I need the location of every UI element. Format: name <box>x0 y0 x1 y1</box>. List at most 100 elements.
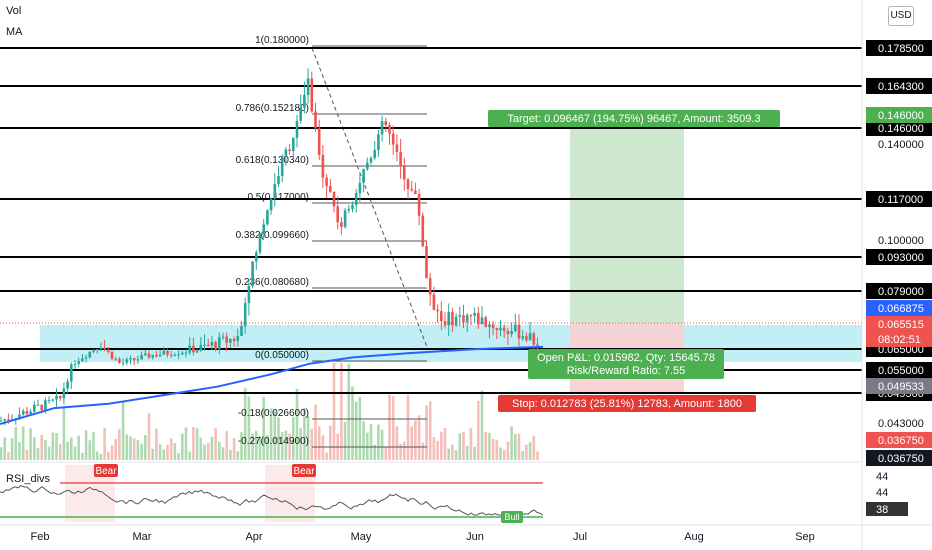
candle-body <box>66 381 69 389</box>
candle-body <box>495 328 499 331</box>
currency-button[interactable]: USD <box>888 6 914 26</box>
svg-text:Bear: Bear <box>95 466 117 477</box>
horizontal-levels[interactable] <box>0 47 862 394</box>
candle-body <box>299 107 302 121</box>
volume-bar <box>358 396 362 460</box>
price-tag <box>866 432 932 448</box>
rsi-value-label: 38 <box>876 504 888 516</box>
fib-label: 0.618(0.130340) <box>236 155 309 166</box>
candle-body <box>403 166 406 180</box>
candle-body <box>155 354 158 357</box>
svg-text:Bull: Bull <box>504 512 519 522</box>
price-tag <box>866 378 932 394</box>
candle-body <box>21 411 25 415</box>
target-label[interactable]: Target: 0.096467 (194.75%) 96467, Amount… <box>488 110 780 127</box>
candle-body <box>366 162 369 170</box>
time-axis-label: Jun <box>466 531 484 543</box>
volume-bar <box>166 444 169 460</box>
volume-bar <box>388 394 391 460</box>
candle-body <box>369 158 373 163</box>
volume-bar <box>118 428 121 460</box>
volume-bar <box>321 435 325 460</box>
rsi-legend[interactable]: RSI_divs <box>6 473 51 485</box>
volume-bar <box>428 401 432 460</box>
candle-body <box>255 252 258 262</box>
price-tag <box>866 316 932 332</box>
volume-bar <box>354 401 358 460</box>
volume-bar <box>173 443 177 460</box>
volume-bar <box>33 437 36 460</box>
candle-body <box>88 351 92 358</box>
svg-text:Stop: 0.012783 (25.81%) 12783,: Stop: 0.012783 (25.81%) 12783, Amount: 1… <box>512 398 742 410</box>
level-tag-label: 0.093000 <box>878 252 924 264</box>
candle-body <box>184 352 188 354</box>
volume-bar <box>258 435 262 460</box>
volume-bar <box>266 435 269 460</box>
volume-bar <box>188 451 191 460</box>
volume-bar <box>525 444 528 460</box>
candle-body <box>306 78 310 95</box>
candle-body <box>417 194 421 216</box>
volume-bar <box>269 408 273 460</box>
volume-bar <box>132 438 136 460</box>
candle-body <box>425 246 428 279</box>
candle-body <box>462 315 465 323</box>
vol-legend[interactable]: Vol <box>6 5 22 17</box>
volume-bar <box>66 441 69 460</box>
volume-bars <box>0 362 539 460</box>
stop-label[interactable]: Stop: 0.012783 (25.81%) 12783, Amount: 1… <box>498 395 756 412</box>
volume-bar <box>521 451 524 460</box>
candle-body <box>506 331 510 335</box>
candle-body <box>443 321 447 326</box>
volume-bar <box>255 430 258 460</box>
candle-body <box>107 349 110 352</box>
pnl-label[interactable]: Open P&L: 0.015982, Qty: 15645.78 Risk/R… <box>528 349 724 379</box>
volume-bar <box>3 437 6 460</box>
volume-bar <box>151 448 154 460</box>
candle-body <box>440 311 443 322</box>
fib-label: -0.27(0.014900) <box>238 436 309 447</box>
volume-bar <box>277 417 280 460</box>
candle-body <box>118 359 121 363</box>
candle-body <box>25 411 29 414</box>
time-axis-label: Sep <box>795 531 815 543</box>
candle-body <box>458 315 462 317</box>
time-axis-label: Mar <box>133 531 152 543</box>
candle-body <box>229 338 232 343</box>
time-axis[interactable]: Feb Mar Apr May Jun Jul Aug Sep <box>31 531 815 543</box>
volume-bar <box>243 387 247 460</box>
volume-bar <box>484 431 487 460</box>
volume-bar <box>158 444 162 460</box>
price-tag-label: 0.036750 <box>878 453 924 465</box>
volume-bar <box>99 453 103 460</box>
volume-bar <box>147 413 151 460</box>
fib-label: 0.382(0.099660) <box>236 230 309 241</box>
volume-bar <box>214 428 217 460</box>
level-tag <box>866 40 932 56</box>
candle-body <box>525 336 528 341</box>
volume-bar <box>7 451 10 460</box>
candle-body <box>73 363 77 365</box>
volume-bar <box>0 447 3 460</box>
volume-bar <box>136 439 140 460</box>
candle-body <box>284 149 288 156</box>
price-axis-plain: 0.043000 <box>878 418 924 430</box>
candle-body <box>343 210 347 227</box>
volume-bar <box>462 431 465 460</box>
volume-bar <box>44 440 47 460</box>
volume-bar <box>103 427 106 460</box>
volume-bar <box>95 451 99 460</box>
candle-body <box>258 233 262 253</box>
volume-bar <box>366 432 369 460</box>
candle-body <box>491 324 495 329</box>
ma-legend[interactable]: MA <box>6 26 23 38</box>
volume-bar <box>514 434 517 460</box>
candle-body <box>221 336 225 338</box>
rsi-shading <box>65 465 315 522</box>
rsi-line <box>0 485 544 516</box>
candle-body <box>262 224 265 234</box>
volume-bar <box>532 435 536 460</box>
volume-bar <box>317 426 321 460</box>
volume-bar <box>380 429 384 460</box>
